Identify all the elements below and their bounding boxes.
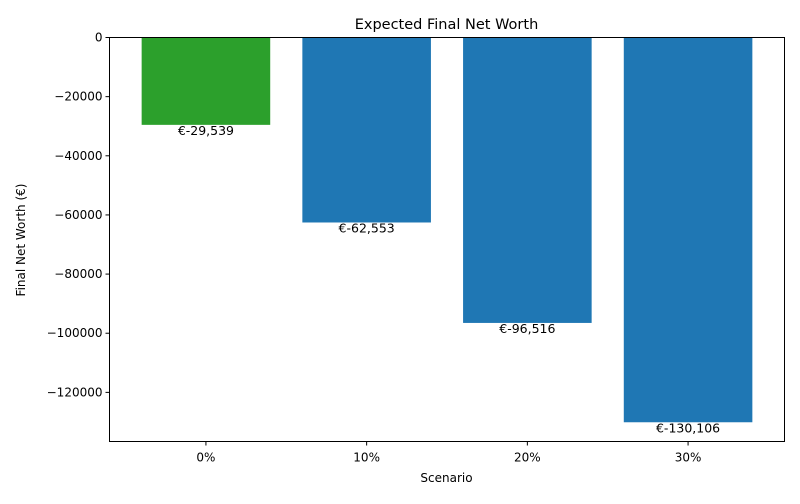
x-tick-label-2: 10% bbox=[353, 451, 380, 465]
y-tick-label-6: −100000 bbox=[47, 326, 103, 340]
x-tick-label-3: 20% bbox=[514, 451, 541, 465]
bar-1 bbox=[141, 37, 271, 125]
y-tick-label-3: −40000 bbox=[54, 149, 102, 163]
x-axis-title: Scenario bbox=[420, 471, 472, 485]
bar-4 bbox=[623, 37, 753, 423]
y-axis: 0 −20000 −40000 −60000 −80000 −100000 −120000 bbox=[47, 31, 110, 399]
plot-area-frame bbox=[109, 37, 785, 442]
chart-title: Expected Final Net Worth bbox=[355, 17, 539, 33]
data-label-1: €-29,539 bbox=[178, 123, 234, 138]
data-labels-layer: €-29,539 €-62,553 €-96,516 €-130,106 bbox=[178, 123, 720, 435]
y-tick-label-4: −60000 bbox=[54, 208, 102, 222]
y-axis-title: Final Net Worth (€) bbox=[14, 184, 28, 297]
x-axis: 0% 10% 20% 30% bbox=[196, 441, 702, 465]
x-tick-label-1: 0% bbox=[196, 451, 215, 465]
y-tick-label-5: −80000 bbox=[54, 267, 102, 281]
y-tick-label-1: 0 bbox=[95, 31, 103, 45]
bar-2 bbox=[302, 37, 431, 223]
x-tick-label-4: 30% bbox=[675, 451, 702, 465]
y-tick-label-2: −20000 bbox=[54, 90, 102, 104]
data-label-2: €-62,553 bbox=[339, 220, 395, 235]
data-label-3: €-96,516 bbox=[499, 321, 555, 336]
bar-3 bbox=[463, 37, 592, 323]
data-label-4: €-130,106 bbox=[656, 420, 720, 435]
y-tick-label-7: −120000 bbox=[47, 385, 103, 399]
bars-layer bbox=[141, 37, 753, 423]
